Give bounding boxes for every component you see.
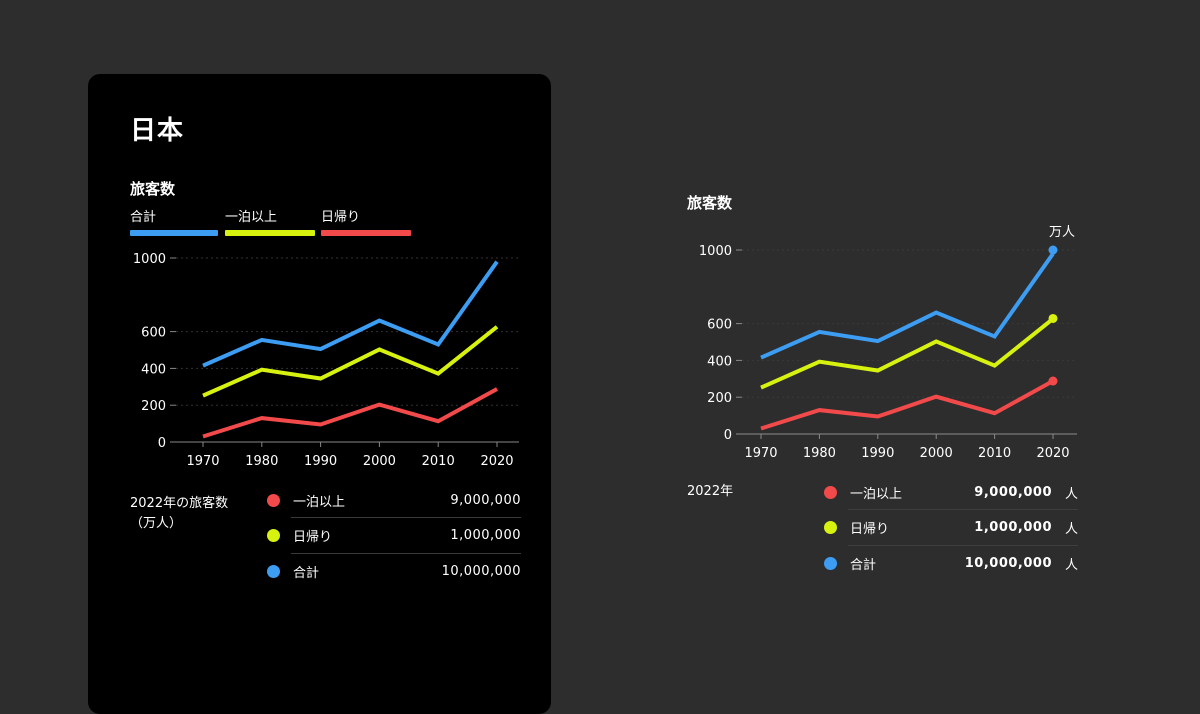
legend-item-overnight: 一泊以上	[225, 210, 278, 225]
left-row-dot	[267, 493, 280, 507]
y-tick-label: 400	[141, 362, 166, 377]
left-row-label: 合計	[293, 565, 320, 581]
left-row-divider	[291, 517, 521, 518]
right-row-divider	[848, 509, 1078, 510]
y-tick-label: 1000	[133, 252, 166, 267]
left-row-daytrip: 日帰り 1,000,000	[267, 517, 521, 553]
x-tick-label: 1980	[803, 446, 836, 461]
right-unit-label: 万人	[1049, 225, 1076, 240]
series-line	[760, 252, 1055, 360]
y-tick-label: 200	[707, 391, 732, 406]
card-title: 日本	[130, 116, 185, 146]
x-tick-label: 1970	[744, 446, 777, 461]
left-line-chart: 0 200 400 600 1000 1970 1980 1990 2000 2010 2020	[133, 252, 519, 469]
legend-bar-total	[130, 230, 218, 236]
x-tick-label: 1990	[861, 446, 894, 461]
right-row-value: 10,000,000	[964, 555, 1052, 571]
right-row-total: 合計 10,000,000 人	[824, 545, 1078, 581]
series-end-point	[1048, 376, 1058, 386]
left-row-label: 一泊以上	[293, 494, 346, 510]
series-line	[202, 387, 498, 439]
left-row-value: 1,000,000	[450, 527, 521, 543]
x-tick-label: 2000	[920, 446, 953, 461]
right-row-value: 1,000,000	[974, 519, 1052, 535]
left-row-dot	[267, 528, 280, 542]
series-line	[202, 325, 499, 398]
right-row-unit: 人	[1064, 521, 1078, 537]
left-summary-label: 2022年の旅客数 （万人）	[130, 494, 228, 534]
left-row-total: 合計 10,000,000	[267, 553, 521, 589]
legend-bar-overnight	[225, 230, 315, 236]
right-row-unit: 人	[1064, 557, 1078, 573]
x-tick-label: 2010	[422, 454, 455, 469]
right-row-label: 一泊以上	[850, 486, 903, 502]
legend-item-total: 合計	[130, 210, 157, 225]
series-line	[760, 379, 1054, 431]
x-tick-label: 2020	[480, 454, 513, 469]
right-row-divider	[848, 545, 1078, 546]
x-tick-label: 1990	[304, 454, 337, 469]
left-row-value: 10,000,000	[441, 563, 521, 579]
y-tick-label: 0	[724, 428, 732, 443]
right-row-dot	[824, 520, 837, 534]
right-row-overnight: 一泊以上 9,000,000 人	[824, 474, 1078, 510]
right-row-dot	[824, 485, 837, 499]
x-tick-label: 2020	[1036, 446, 1069, 461]
x-tick-label: 2010	[978, 446, 1011, 461]
right-row-label: 日帰り	[850, 521, 890, 537]
right-row-daytrip: 日帰り 1,000,000 人	[824, 509, 1078, 545]
y-tick-label: 1000	[699, 244, 732, 259]
y-tick-label: 200	[141, 399, 166, 414]
y-tick-label: 600	[141, 326, 166, 341]
left-summary-line2: （万人）	[130, 516, 183, 531]
right-row-dot	[824, 556, 837, 570]
right-summary-label: 2022年	[687, 484, 734, 499]
left-row-divider	[291, 553, 521, 554]
left-row-label: 日帰り	[293, 529, 333, 545]
y-tick-label: 400	[707, 354, 732, 369]
left-card: 日本 旅客数 合計 一泊以上 日帰り 2022年の旅客数 （万人） 一泊以上 9…	[88, 74, 551, 714]
right-row-unit: 人	[1064, 486, 1078, 502]
right-section-title: 旅客数	[687, 194, 733, 212]
left-row-value: 9,000,000	[450, 492, 521, 508]
y-tick-label: 600	[707, 318, 732, 333]
series-end-point	[1048, 245, 1058, 255]
y-tick-label: 0	[158, 436, 166, 451]
left-row-overnight: 一泊以上 9,000,000	[267, 482, 521, 518]
series-line	[202, 260, 499, 368]
x-tick-label: 2000	[363, 454, 396, 469]
right-line-chart: 0 200 400 600 1000 1970 1980 1990 2000 2010 2020	[699, 244, 1077, 461]
left-section-title: 旅客数	[130, 180, 176, 198]
x-tick-label: 1980	[245, 454, 278, 469]
series-line	[760, 317, 1055, 390]
legend-item-daytrip: 日帰り	[321, 210, 361, 225]
x-tick-label: 1970	[186, 454, 219, 469]
left-summary-line1: 2022年の旅客数	[130, 496, 229, 511]
right-row-label: 合計	[850, 557, 877, 573]
series-end-point	[1048, 313, 1058, 323]
left-row-dot	[267, 564, 280, 578]
legend-bar-daytrip	[321, 230, 411, 236]
right-row-value: 9,000,000	[974, 484, 1052, 500]
